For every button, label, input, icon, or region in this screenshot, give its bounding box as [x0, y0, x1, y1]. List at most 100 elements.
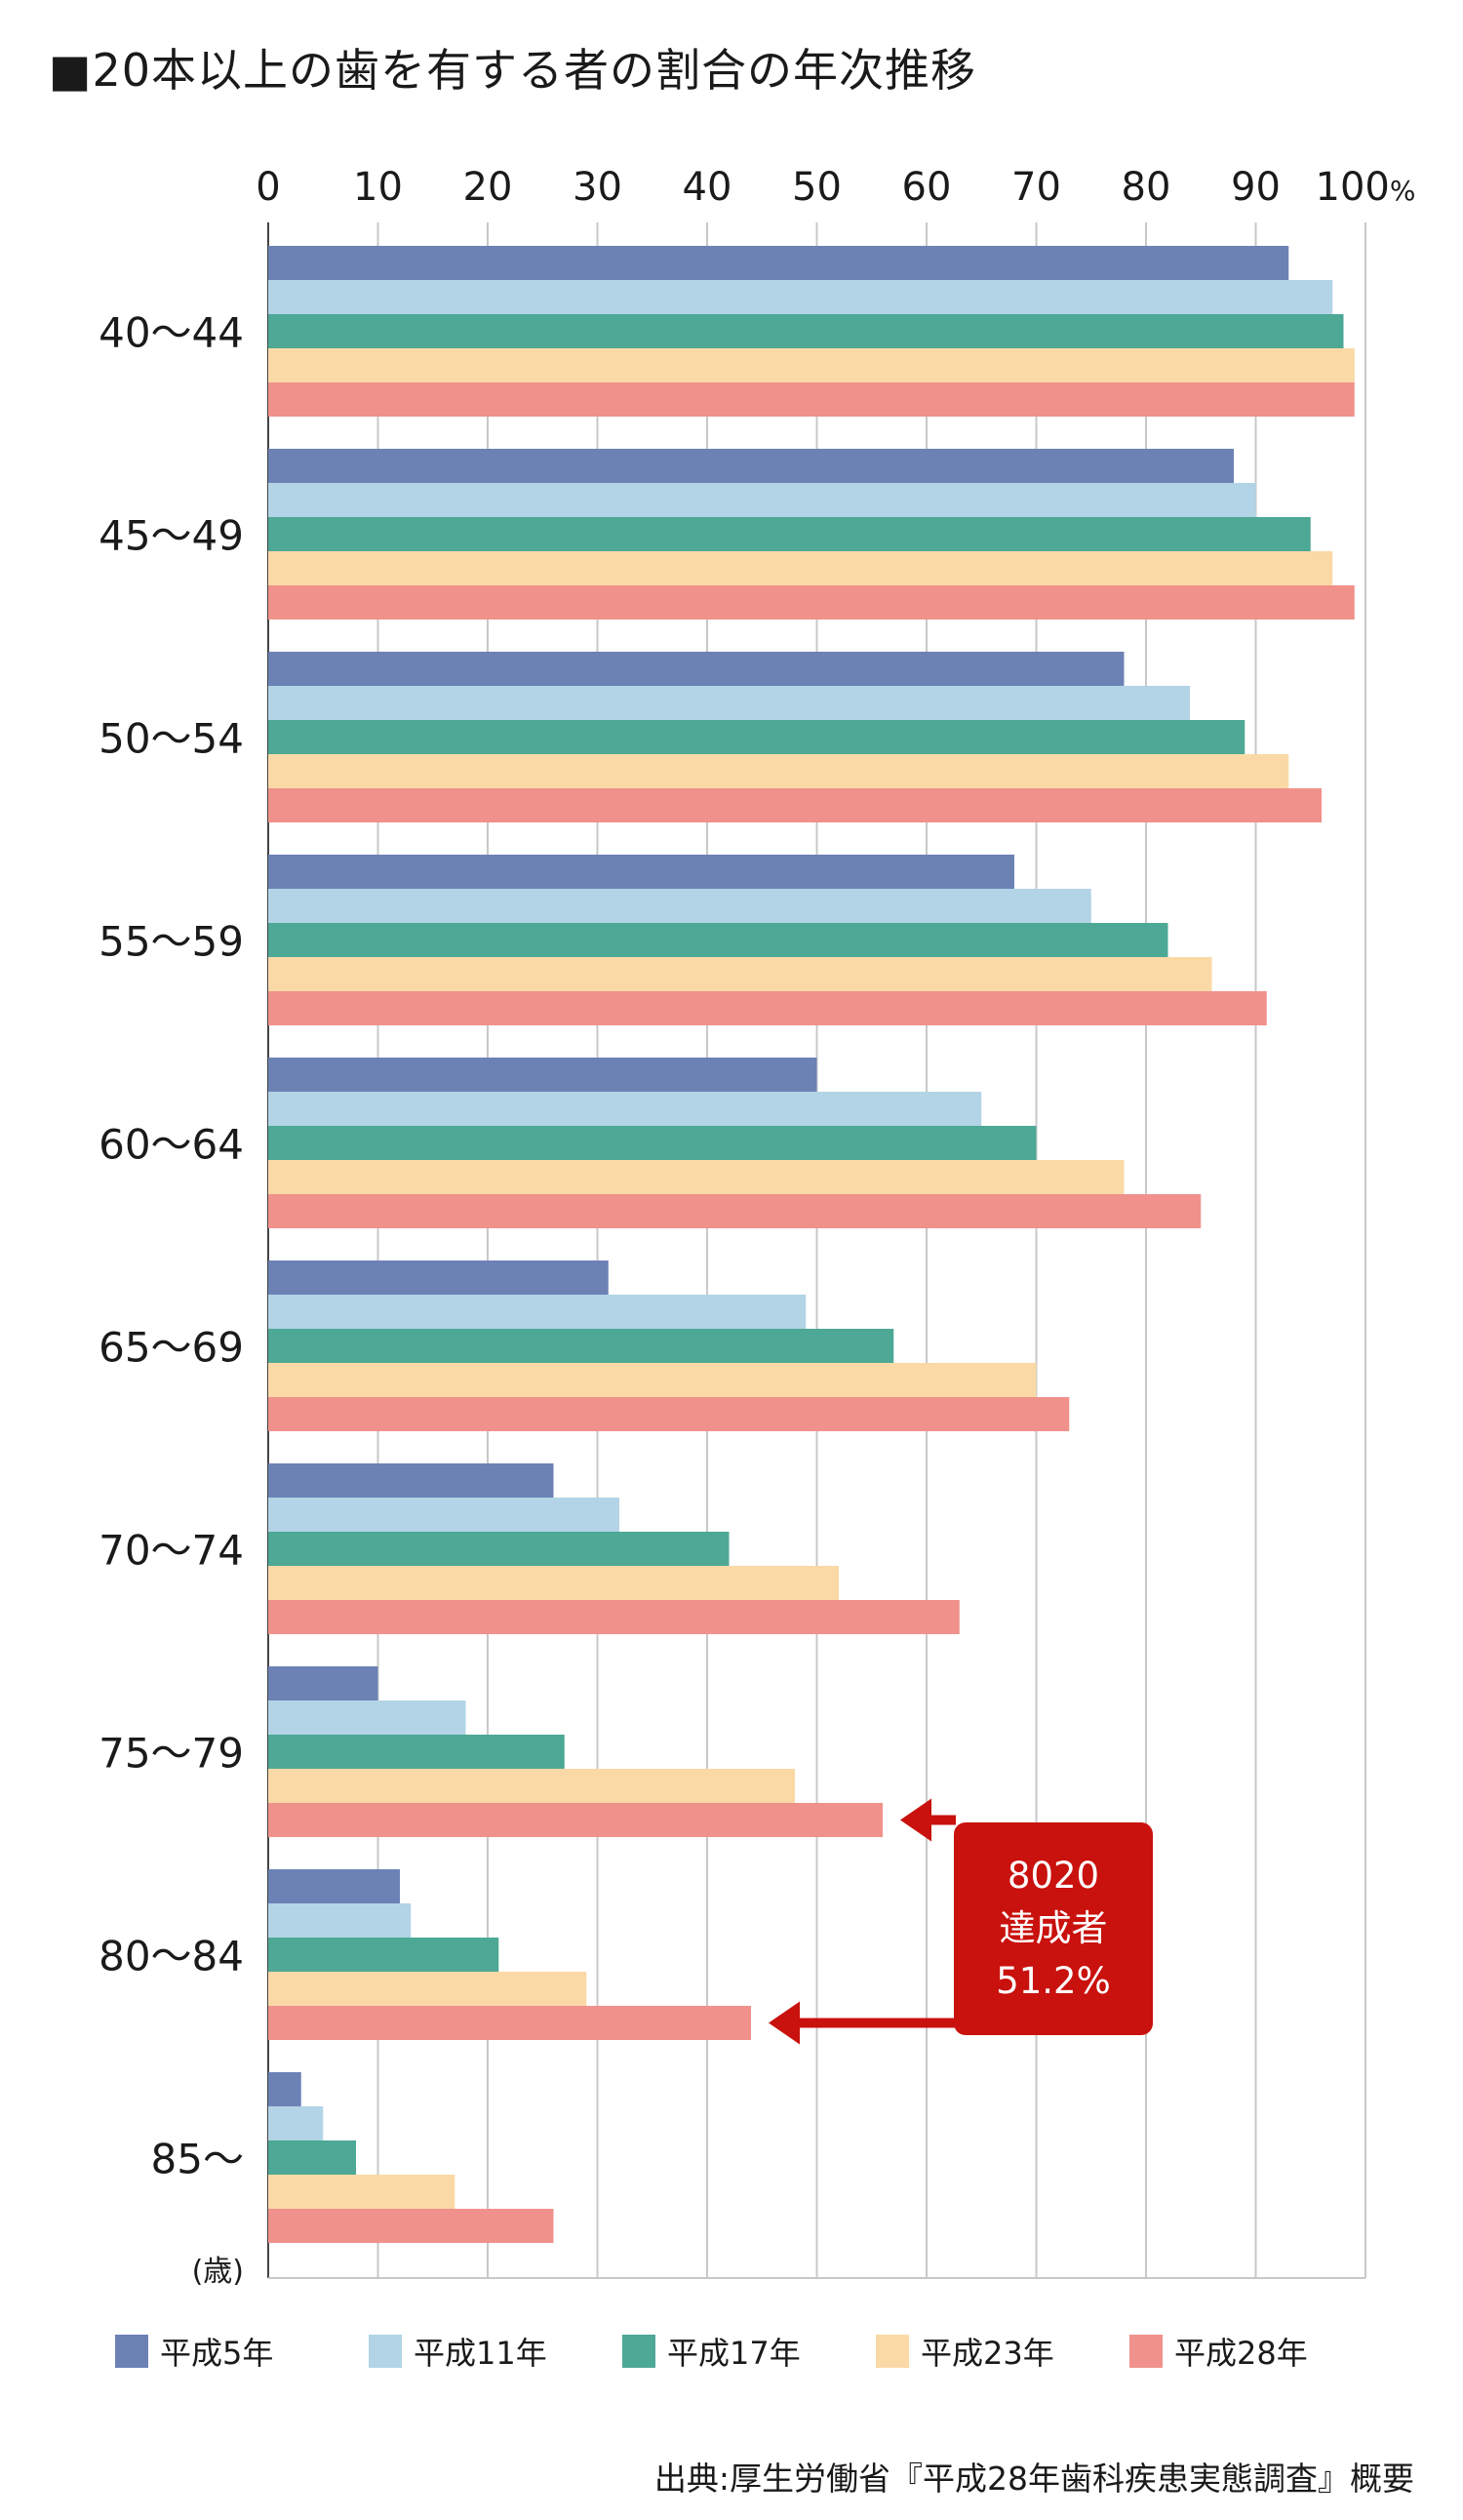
- bar: [268, 1126, 1037, 1160]
- bar: [268, 1600, 960, 1634]
- legend: 平成5年 平成11年 平成17年 平成23年 平成28年: [115, 2322, 1383, 2380]
- bar: [268, 1363, 1037, 1397]
- bar: [268, 1938, 499, 1972]
- bar: [268, 1397, 1070, 1431]
- bar: [268, 652, 1125, 686]
- legend-swatch: [369, 2335, 402, 2368]
- bar: [268, 517, 1311, 551]
- x-tick-label: 50: [792, 165, 842, 210]
- category-label: 50〜54: [99, 715, 244, 763]
- bar: [268, 551, 1333, 585]
- bar: [268, 2175, 455, 2209]
- annotation-callout: 8020 達成者 51.2%: [954, 1822, 1153, 2035]
- annotation-arrowhead: [900, 1798, 931, 1842]
- x-tick-labels: 0 10 20 30 40 50 60 70 80 90 100%: [256, 165, 1415, 210]
- bar: [268, 686, 1190, 720]
- bar: [268, 1295, 807, 1329]
- bar: [268, 382, 1355, 417]
- legend-label: 平成11年: [414, 2335, 547, 2372]
- category-label: 55〜59: [99, 918, 244, 966]
- bar: [268, 1769, 795, 1803]
- annotation-arrows: [769, 1798, 956, 2045]
- legend-item: 平成17年: [622, 2329, 876, 2374]
- chart-title: ■20本以上の歯を有する者の割合の年次推移: [49, 44, 976, 97]
- bar: [268, 2106, 324, 2140]
- source-note: 出典:厚生労働省『平成28年歯科疾患実態調査』概要: [653, 2460, 1414, 2498]
- bar: [268, 1735, 565, 1769]
- legend-label: 平成23年: [921, 2335, 1054, 2372]
- x-tick-label: 20: [463, 165, 513, 210]
- bar: [268, 1058, 817, 1092]
- bar: [268, 957, 1212, 991]
- bar: [268, 246, 1289, 280]
- bar: [268, 2072, 301, 2106]
- x-tick-label: 40: [683, 165, 732, 210]
- bar: [268, 1532, 730, 1566]
- legend-item: 平成28年: [1129, 2329, 1383, 2374]
- bar: [268, 483, 1256, 517]
- category-label: 40〜44: [99, 309, 244, 357]
- category-label: 45〜49: [99, 512, 244, 560]
- bar: [268, 585, 1355, 620]
- bars: [268, 246, 1355, 2243]
- category-label: 60〜64: [99, 1121, 244, 1169]
- legend-label: 平成5年: [160, 2335, 274, 2372]
- bar: [268, 1329, 894, 1363]
- x-tick-label: 10: [353, 165, 403, 210]
- bar: [268, 754, 1289, 788]
- category-label: 85〜: [151, 2136, 244, 2183]
- legend-item: 平成23年: [876, 2329, 1129, 2374]
- bar: [268, 1260, 609, 1295]
- bar: [268, 1194, 1202, 1228]
- bar: [268, 449, 1234, 483]
- legend-swatch: [622, 2335, 655, 2368]
- bar: [268, 1972, 587, 2006]
- bar: [268, 1666, 378, 1700]
- legend-swatch: [876, 2335, 909, 2368]
- annotation-line-2: 達成者: [999, 1907, 1108, 1949]
- x-tick-label: 80: [1122, 165, 1171, 210]
- bar: [268, 1869, 400, 1903]
- bar: [268, 1803, 883, 1837]
- bar: [268, 280, 1333, 314]
- bar: [268, 314, 1344, 348]
- bar: [268, 348, 1355, 382]
- category-label: 65〜69: [99, 1324, 244, 1372]
- category-label: 80〜84: [99, 1933, 244, 1980]
- bar: [268, 1700, 466, 1735]
- category-label: 70〜74: [99, 1527, 244, 1575]
- x-tick-label: 100%: [1316, 165, 1416, 210]
- legend-item: 平成5年: [115, 2329, 369, 2374]
- x-tick-label: 70: [1011, 165, 1061, 210]
- legend-item: 平成11年: [369, 2329, 622, 2374]
- bar: [268, 1903, 412, 1938]
- annotation-arrowhead: [769, 2001, 800, 2045]
- bar: [268, 1498, 619, 1532]
- bar: [268, 991, 1267, 1025]
- x-tick-label: 30: [573, 165, 622, 210]
- legend-swatch: [1129, 2335, 1163, 2368]
- bar: [268, 2006, 751, 2040]
- bar: [268, 2209, 554, 2243]
- legend-label: 平成17年: [667, 2335, 801, 2372]
- bar: [268, 1566, 839, 1600]
- bar: [268, 855, 1014, 889]
- y-unit-label: (歳): [192, 2255, 244, 2289]
- bar: [268, 1092, 982, 1126]
- bar: [268, 1160, 1125, 1194]
- bar: [268, 923, 1168, 957]
- x-tick-label: 90: [1231, 165, 1281, 210]
- category-label: 75〜79: [99, 1730, 244, 1778]
- bar: [268, 720, 1246, 754]
- annotation-line-1: 8020: [1007, 1855, 1100, 1897]
- legend-swatch: [115, 2335, 148, 2368]
- x-tick-label: 0: [256, 165, 280, 210]
- category-labels: 40〜44 45〜49 50〜54 55〜59 60〜64 65〜69 70〜74 75〜79…: [99, 309, 244, 2290]
- bar: [268, 889, 1091, 923]
- legend-label: 平成28年: [1174, 2335, 1308, 2372]
- bar: [268, 2140, 356, 2175]
- bar: [268, 788, 1322, 822]
- x-tick-label: 60: [902, 165, 952, 210]
- annotation-line-3: 51.2%: [996, 1960, 1111, 2002]
